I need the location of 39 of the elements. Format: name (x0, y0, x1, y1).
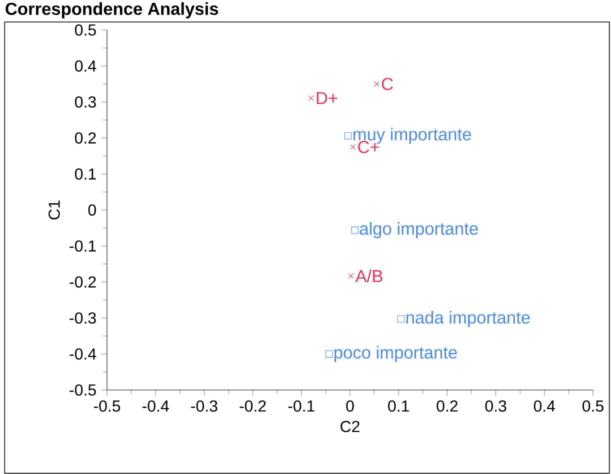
x-tick-label: -0.4 (142, 400, 169, 412)
annotation: poco importante (334, 346, 457, 362)
y-tick-label: 0.1 (74, 168, 96, 180)
chart-title: Correspondence Analysis (6, 2, 218, 18)
annotation: C (382, 78, 393, 90)
y-tick-label: 0 (88, 204, 96, 216)
annotation: A/B (355, 269, 382, 282)
y-tick-label: 0.4 (74, 60, 96, 72)
y-tick-label: 0.5 (74, 24, 96, 36)
x-tick-label: 0.2 (436, 400, 458, 412)
annotation: nada importante (406, 310, 530, 328)
point (351, 226, 358, 234)
point (348, 273, 354, 278)
annotation: D+ (316, 92, 338, 104)
y-axis-title: C1 (48, 200, 60, 220)
annotation: algo importante (360, 222, 478, 238)
point (350, 144, 356, 150)
y-tick-label: -0.1 (70, 240, 96, 252)
y-tick-label: -0.2 (70, 276, 96, 288)
point (397, 315, 405, 323)
y-tick-label: 0.3 (74, 96, 96, 108)
x-tick-label: 0.5 (582, 400, 604, 412)
point (326, 350, 333, 358)
x-tick-label: -0.2 (240, 400, 266, 412)
point (374, 81, 380, 87)
y-tick-label: -0.3 (70, 312, 96, 324)
y-tick-label: -0.4 (70, 348, 96, 360)
x-tick-label: -0.1 (288, 400, 314, 412)
x-axis-title: C2 (340, 420, 360, 432)
x-tick-label: 0.3 (485, 400, 506, 412)
x-tick-label: -0.3 (191, 400, 218, 412)
y-tick-label: -0.5 (70, 384, 96, 396)
point (344, 132, 352, 140)
x-tick-label: 0 (346, 400, 354, 412)
y-tick-label: 0.2 (74, 132, 96, 144)
point (308, 95, 314, 101)
x-tick-label: 0.4 (534, 400, 556, 412)
x-tick-label: 0.1 (388, 400, 409, 412)
x-tick-label: -0.5 (94, 400, 120, 412)
